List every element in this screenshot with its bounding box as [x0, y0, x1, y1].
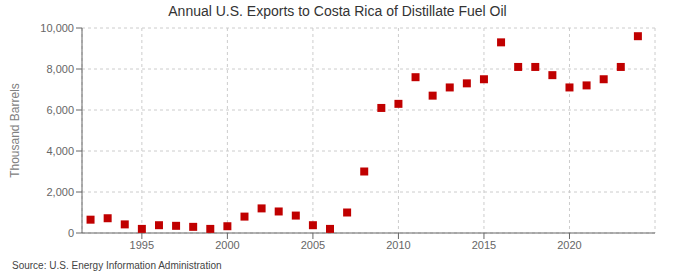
svg-text:1995: 1995: [130, 239, 154, 251]
svg-text:2015: 2015: [472, 239, 496, 251]
svg-text:8,000: 8,000: [46, 63, 74, 75]
html-text:Source: U.S. Energy Informatio: Source: U.S. Energy Information Administ…: [12, 260, 222, 271]
svg-text:2,000: 2,000: [46, 186, 74, 198]
svg-text:2020: 2020: [557, 239, 581, 251]
svg-text:6,000: 6,000: [46, 104, 74, 116]
svg-text:10,000: 10,000: [40, 22, 74, 34]
svg-text:2010: 2010: [386, 239, 410, 251]
svg-text:2000: 2000: [215, 239, 239, 251]
svg-text:4,000: 4,000: [46, 145, 74, 157]
svg-text:0: 0: [68, 227, 74, 239]
svg-text:Thousand Barrels: Thousand Barrels: [8, 83, 22, 178]
svg-text:2005: 2005: [301, 239, 325, 251]
html-text:Annual U.S. Exports to Costa R: Annual U.S. Exports to Costa Rica of Dis…: [168, 3, 507, 19]
